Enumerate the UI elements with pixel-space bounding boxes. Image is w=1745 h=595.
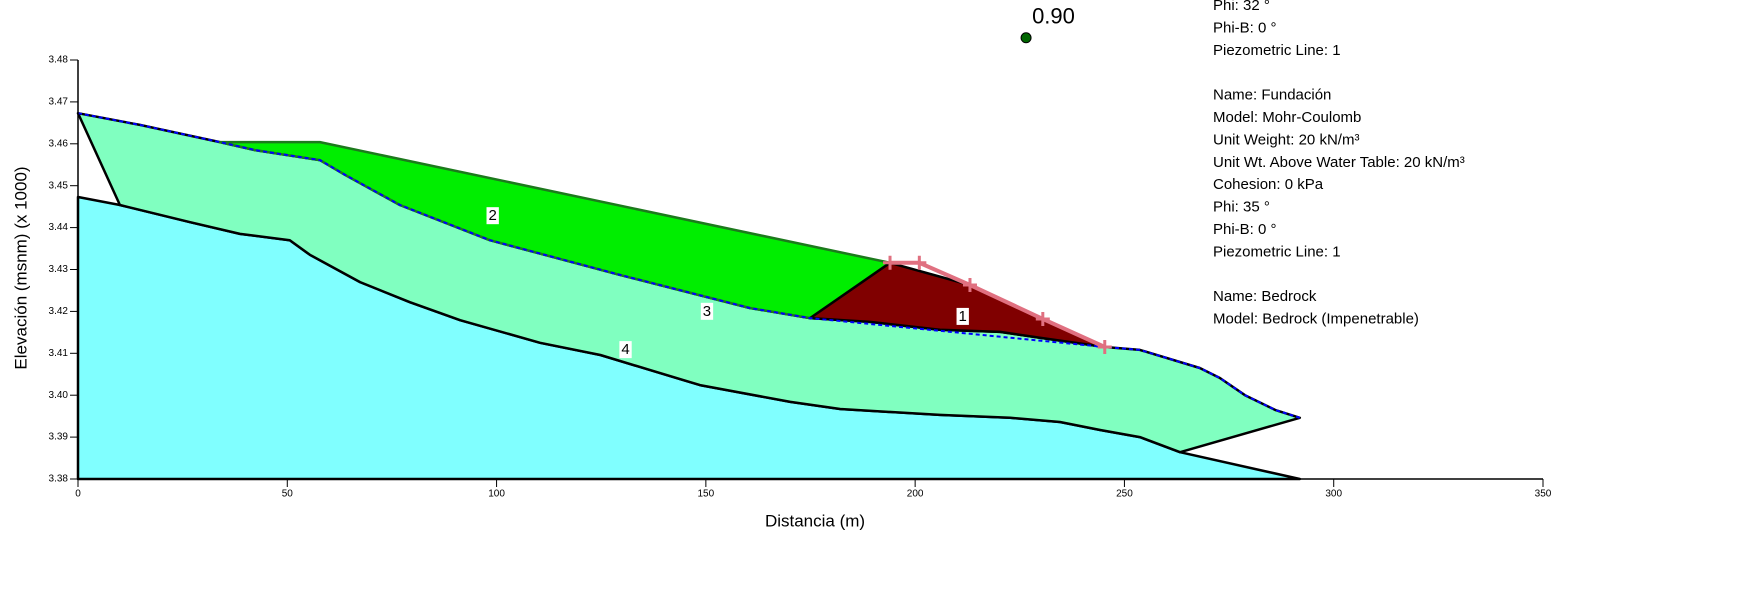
material-note: Model: Mohr-Coulomb xyxy=(1213,109,1361,126)
y-tick-label: 3.38 xyxy=(49,474,69,485)
material-note: Name: Bedrock xyxy=(1213,288,1317,305)
x-tick-label: 0 xyxy=(75,489,81,500)
region-label: 1 xyxy=(959,308,967,325)
material-note: Model: Bedrock (Impenetrable) xyxy=(1213,311,1419,328)
material-note: Phi-B: 0 ° xyxy=(1213,19,1277,36)
y-tick-label: 3.45 xyxy=(49,180,69,191)
material-note: Phi: 32 ° xyxy=(1213,0,1270,14)
y-tick-label: 3.44 xyxy=(49,222,69,233)
soil-region xyxy=(218,140,892,320)
soil-region xyxy=(808,261,1107,349)
region-label: 3 xyxy=(703,303,711,320)
y-tick-label: 3.42 xyxy=(49,306,69,317)
slip-point xyxy=(1035,311,1050,326)
material-note: Piezometric Line: 1 xyxy=(1213,243,1341,260)
slip-point xyxy=(912,255,927,270)
x-tick-label: 100 xyxy=(488,489,505,500)
slip-center xyxy=(1020,32,1032,44)
x-axis-label: Distancia (m) xyxy=(765,511,865,530)
y-tick-label: 3.47 xyxy=(49,97,69,108)
y-tick-label: 3.39 xyxy=(49,432,69,443)
x-tick-label: 200 xyxy=(907,489,924,500)
y-tick-label: 3.46 xyxy=(49,138,69,149)
region-label: 2 xyxy=(489,207,497,224)
slip-point xyxy=(1097,340,1112,355)
y-tick-label: 3.48 xyxy=(49,55,69,66)
x-tick-label: 150 xyxy=(698,489,715,500)
material-note: Unit Weight: 20 kN/m³ xyxy=(1213,131,1359,148)
y-tick-label: 3.43 xyxy=(49,264,69,275)
region-label-bg xyxy=(700,302,714,320)
material-note: Phi-B: 0 ° xyxy=(1213,221,1277,238)
factor-of-safety: 0.90 xyxy=(1032,4,1075,29)
region-label-bg xyxy=(956,307,969,325)
x-tick-label: 300 xyxy=(1325,489,1342,500)
region-label-bg xyxy=(486,207,499,225)
material-note: Phi: 35 ° xyxy=(1213,199,1270,216)
x-tick-label: 250 xyxy=(1116,489,1133,500)
slip-point xyxy=(962,278,977,293)
material-note: Cohesion: 0 kPa xyxy=(1213,176,1324,193)
x-tick-label: 50 xyxy=(282,489,294,500)
y-axis-label: Elevación (msnm) (x 1000) xyxy=(11,166,30,369)
material-note: Name: Fundación xyxy=(1213,87,1331,104)
x-tick-label: 350 xyxy=(1535,489,1552,500)
y-tick-label: 3.40 xyxy=(49,390,69,401)
piezometric-line xyxy=(77,112,1301,419)
y-tick-label: 3.41 xyxy=(49,348,69,359)
material-note: Unit Wt. Above Water Table: 20 kN/m³ xyxy=(1213,154,1465,171)
material-note: Piezometric Line: 1 xyxy=(1213,42,1341,59)
region-label-bg xyxy=(619,341,632,359)
slip-point xyxy=(883,255,898,270)
region-label: 4 xyxy=(621,341,629,358)
